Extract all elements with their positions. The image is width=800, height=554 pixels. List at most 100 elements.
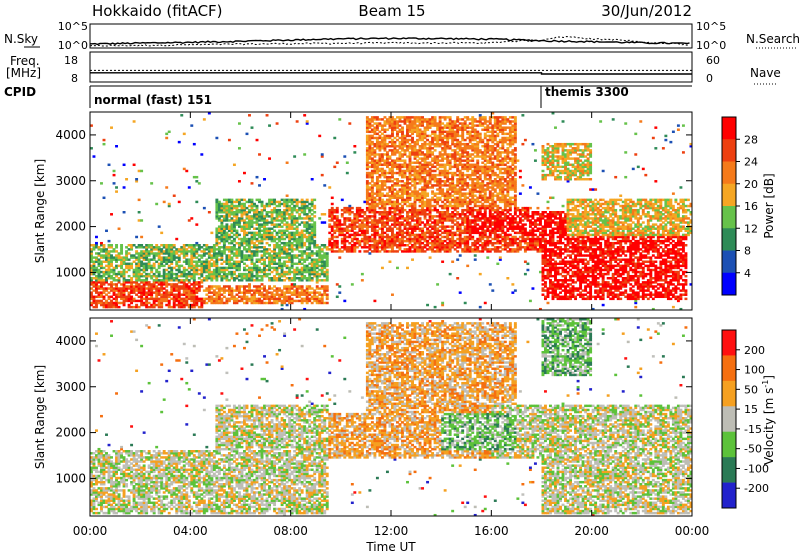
- heat-cell-2231: [285, 161, 289, 164]
- heat-cell-4309: [431, 136, 435, 140]
- heat-cell-168: [107, 303, 111, 307]
- heat-cell-166: [105, 229, 108, 233]
- heat-cell-3076: [368, 165, 372, 169]
- heat-cell-60: [95, 277, 98, 280]
- heat-cell-2558: [308, 208, 312, 212]
- heat-cell-352: [127, 299, 131, 303]
- heat-cell-3443: [388, 235, 392, 239]
- heat-cell-592: [152, 285, 156, 288]
- heat-cell-3631: [398, 248, 402, 251]
- heat-cell-1749: [253, 250, 256, 253]
- heat-cell-88: [97, 262, 101, 266]
- heat-cell-2212: [285, 244, 289, 247]
- heat-cell-572: [150, 277, 154, 280]
- heat-cell-365: [127, 262, 131, 266]
- heat-cell-4081: [421, 246, 425, 249]
- heat-cell-118: [100, 241, 103, 245]
- heat-cell-1185: [215, 287, 219, 290]
- heat-cell-3394: [385, 246, 389, 249]
- heat-cell-2898: [350, 248, 354, 251]
- heat-cell-134: [102, 266, 106, 270]
- heat-cell-321: [122, 272, 126, 276]
- heat-cell-536: [145, 250, 149, 253]
- heat-cell-2852: [343, 233, 347, 237]
- heat-cell-703: [165, 299, 169, 303]
- heat-cell-1196: [215, 260, 219, 263]
- heat-cell-4879: [461, 171, 465, 175]
- heat-cell-2488: [305, 297, 309, 301]
- heat-cell-1086: [202, 254, 206, 257]
- heat-cell-3245: [375, 122, 379, 125]
- heat-cell-3181: [373, 167, 377, 171]
- heat-cell-4925: [463, 188, 467, 191]
- heat-cell-2853: [343, 229, 347, 233]
- heat-cell-2393: [298, 262, 302, 266]
- heat-cell-4486: [441, 184, 445, 187]
- heat-cell-2801: [335, 241, 339, 245]
- heat-cell-3201: [375, 248, 379, 251]
- heat-cell-1798: [255, 215, 259, 218]
- heat-cell-1187: [215, 279, 219, 282]
- heat-cell-68: [95, 252, 98, 255]
- heat-cell-2099: [278, 254, 282, 257]
- heat-cell-1607: [243, 225, 246, 228]
- heat-cell-2671: [318, 248, 322, 251]
- heat-cell-4405: [436, 134, 440, 138]
- heat-cell-3582: [393, 120, 397, 123]
- heat-cell-3599: [396, 208, 399, 212]
- heat-cell-4207: [426, 169, 430, 173]
- heat-cell-982: [192, 293, 196, 296]
- heat-cell-2246: [288, 260, 292, 263]
- heat-cell-4635: [448, 171, 452, 175]
- heat-cell-3691: [401, 215, 404, 218]
- heat-cell-4387: [436, 192, 440, 195]
- heat-cell-2456: [303, 291, 307, 294]
- heat-cell-1396: [227, 213, 231, 216]
- heat-cell-2105: [278, 239, 282, 243]
- heat-cell-1332: [225, 297, 229, 301]
- heat-cell-1295: [222, 295, 226, 299]
- heat-cell-2675: [320, 301, 324, 305]
- heat-cell-188: [107, 250, 111, 253]
- heat-cell-1427: [230, 229, 234, 233]
- heat-cell-2710: [323, 270, 327, 274]
- heat-cell-301: [120, 252, 124, 255]
- heat-cell-2119: [278, 200, 282, 204]
- heat-cell-2226: [285, 204, 289, 208]
- heat-cell-266: [117, 305, 121, 309]
- heat-cell-1806: [255, 138, 259, 142]
- heat-cell-639: [157, 281, 161, 284]
- heat-cell-750: [167, 248, 171, 251]
- heat-cell-2186: [283, 213, 287, 216]
- heat-cell-2191: [283, 200, 287, 204]
- heat-cell-1184: [215, 291, 219, 294]
- heat-cell-710: [165, 283, 169, 286]
- heat-cell-346: [125, 252, 129, 255]
- heat-cell-1164: [212, 277, 216, 280]
- heat-cell-804: [175, 303, 179, 307]
- heat-cell-1301: [222, 274, 226, 278]
- heat-cell-4447: [438, 142, 442, 146]
- heat-cell-600: [152, 262, 156, 266]
- heat-cell-4294: [431, 184, 435, 187]
- heat-cell-111: [100, 262, 103, 266]
- heat-cell-1572: [240, 215, 244, 218]
- heat-cell-120: [102, 305, 106, 309]
- heat-cell-1838: [258, 200, 261, 204]
- heat-cell-1: [90, 301, 93, 305]
- heat-cell-197: [110, 295, 113, 299]
- heat-cell-1858: [260, 250, 264, 253]
- heat-cell-3482: [391, 293, 394, 296]
- heat-cell-1795: [255, 221, 259, 224]
- heat-cell-1193: [215, 266, 219, 270]
- heat-cell-1844: [260, 295, 264, 299]
- heat-cell-2943: [355, 211, 359, 214]
- heat-cell-1134: [207, 211, 211, 214]
- heat-cell-2513: [305, 225, 309, 228]
- heat-cell-3553: [393, 208, 397, 212]
- heat-cell-501: [142, 274, 146, 278]
- heat-cell-4754: [456, 241, 460, 245]
- heat-cell-3438: [388, 246, 392, 249]
- heat-cell-222: [112, 293, 116, 296]
- heat-cell-662: [160, 289, 164, 292]
